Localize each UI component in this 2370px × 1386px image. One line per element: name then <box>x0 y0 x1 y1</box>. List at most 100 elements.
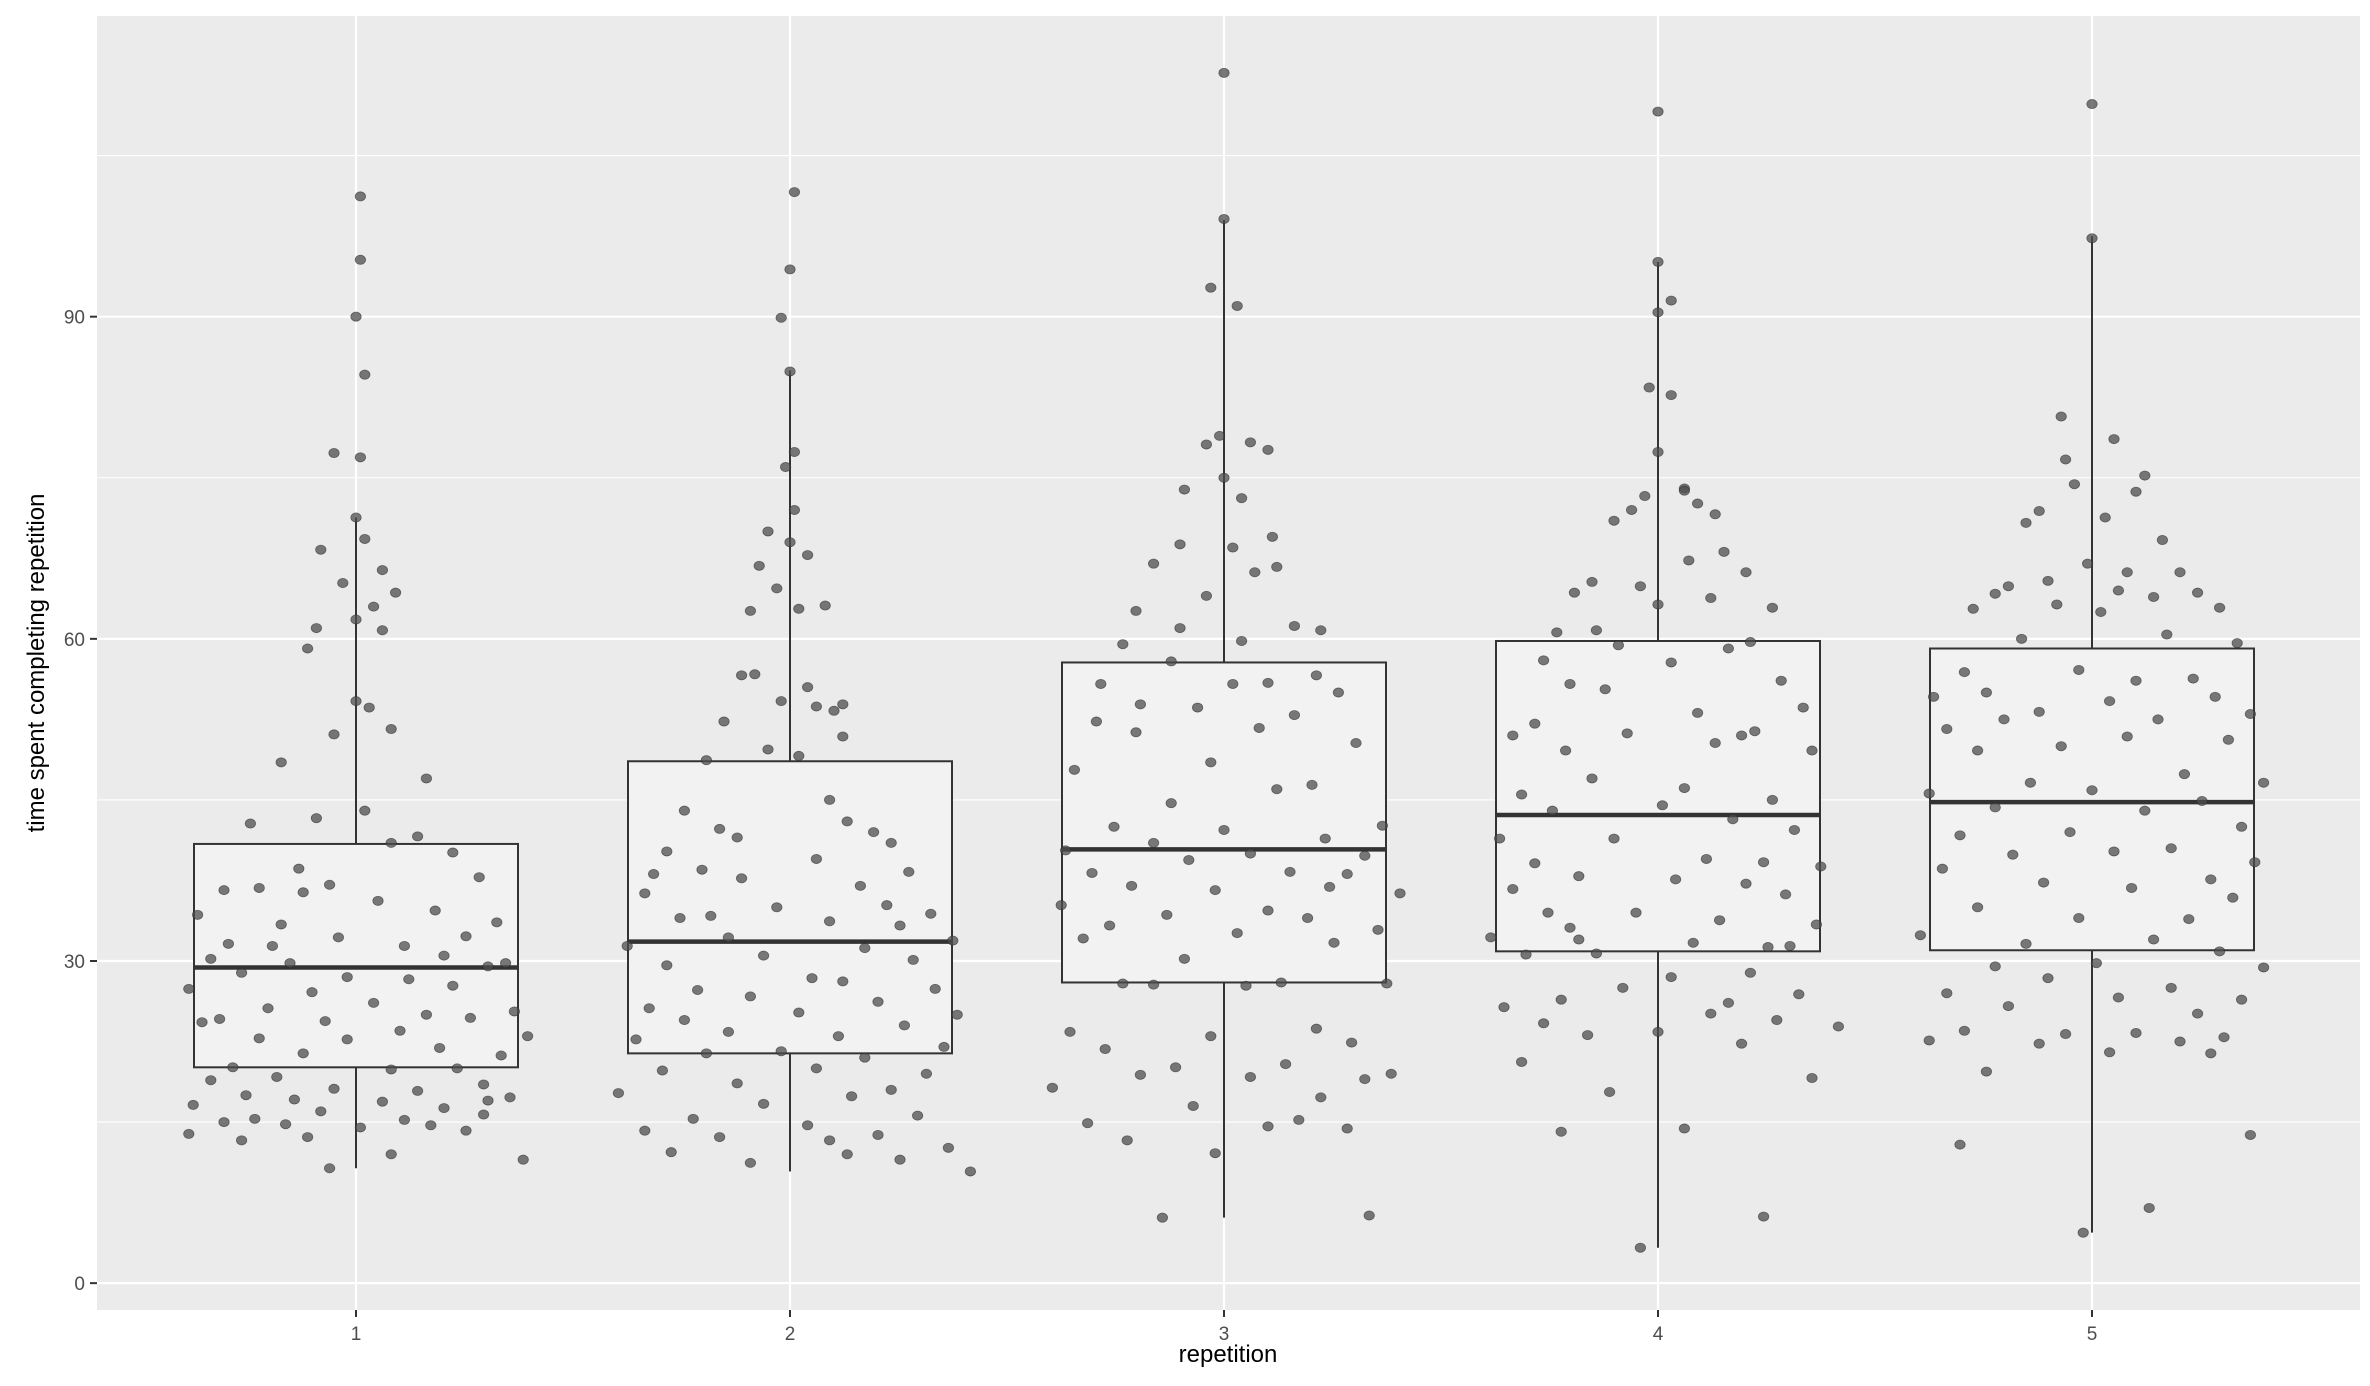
iqr-box <box>627 760 953 1055</box>
box-4 <box>1495 261 1821 1248</box>
data-point <box>841 816 853 827</box>
data-point <box>1165 656 1177 667</box>
data-point <box>2174 567 2186 578</box>
data-point <box>1200 439 1213 450</box>
data-point <box>222 938 234 949</box>
data-point <box>713 823 726 834</box>
data-point <box>903 866 915 877</box>
data-point <box>1608 515 1620 526</box>
data-point <box>372 895 384 906</box>
data-point <box>1262 677 1274 688</box>
data-point <box>2156 535 2168 546</box>
data-point <box>837 699 849 710</box>
data-point <box>249 1113 261 1124</box>
data-point <box>1665 657 1677 668</box>
data-point <box>1319 833 1331 844</box>
data-point <box>2055 411 2067 422</box>
data-point <box>2104 696 2116 707</box>
data-point <box>2222 734 2234 745</box>
data-point <box>332 932 344 943</box>
data-point <box>1187 1100 1199 1111</box>
data-point <box>310 623 322 634</box>
data-point <box>1227 542 1239 553</box>
data-point <box>451 1063 463 1074</box>
data-point <box>359 533 371 544</box>
data-point <box>1315 1092 1327 1103</box>
data-point <box>2020 938 2032 949</box>
data-point <box>2086 233 2098 244</box>
x-axis-title: repetition <box>1179 1341 1278 1368</box>
data-point <box>1284 866 1296 877</box>
data-point <box>477 1109 490 1120</box>
data-point <box>788 187 801 198</box>
data-point <box>1621 728 1633 739</box>
boxes <box>193 220 2255 1248</box>
data-point <box>1249 567 1261 578</box>
data-point <box>2244 1129 2256 1140</box>
data-point <box>1784 940 1796 951</box>
data-point <box>1546 805 1559 816</box>
data-point <box>907 954 919 965</box>
data-point <box>757 950 770 961</box>
data-point <box>376 565 388 576</box>
data-point <box>2086 99 2098 110</box>
data-point <box>350 311 362 322</box>
data-point <box>389 587 402 598</box>
data-point <box>749 669 761 680</box>
data-point <box>630 1034 642 1045</box>
data-point <box>801 682 814 693</box>
data-point <box>678 1015 691 1026</box>
data-point <box>775 312 787 323</box>
data-point <box>1381 978 1393 989</box>
data-point <box>1941 988 1953 999</box>
data-point <box>841 1149 853 1160</box>
data-point <box>1709 738 1721 749</box>
data-point <box>881 900 893 911</box>
data-point <box>2236 821 2248 832</box>
data-point <box>1218 213 1230 224</box>
data-point <box>951 1009 963 1020</box>
data-point <box>482 1095 494 1106</box>
data-point <box>1130 727 1142 738</box>
data-point <box>775 1046 787 1057</box>
data-point <box>2121 731 2133 742</box>
data-point <box>2033 706 2045 717</box>
data-point <box>1665 390 1677 401</box>
data-point <box>2042 973 2054 984</box>
data-point <box>1310 1023 1323 1034</box>
data-point <box>837 731 849 742</box>
data-point <box>262 1003 274 1014</box>
x-tick-label: 2 <box>785 1324 796 1345</box>
data-point <box>1652 599 1664 610</box>
data-point <box>1736 1038 1748 1049</box>
data-point <box>731 832 743 843</box>
data-point <box>1639 491 1651 502</box>
jitter-points <box>183 67 2270 1253</box>
data-point <box>495 1050 507 1061</box>
data-point <box>1604 1087 1616 1098</box>
data-point <box>1121 1135 1133 1146</box>
data-point <box>938 1041 950 1052</box>
data-point <box>354 452 366 463</box>
iqr-box <box>1495 639 1821 953</box>
data-point <box>1231 300 1243 311</box>
data-point <box>1060 845 1072 856</box>
data-point <box>1134 699 1147 710</box>
data-point <box>1700 853 1713 864</box>
points-5 <box>1914 99 2270 1238</box>
data-point <box>1972 902 1984 913</box>
points-3 <box>1046 67 1406 1223</box>
data-point <box>196 1017 208 1028</box>
data-point <box>1218 472 1230 483</box>
data-point <box>2143 1202 2155 1213</box>
data-point <box>1928 691 1940 702</box>
data-point <box>1200 590 1213 601</box>
data-point <box>354 191 366 202</box>
box-3 <box>1061 220 1387 1218</box>
data-point <box>1148 837 1160 848</box>
data-point <box>2020 517 2032 528</box>
data-point <box>2244 709 2256 720</box>
data-point <box>722 932 735 943</box>
data-point <box>2042 575 2054 586</box>
data-point <box>1104 920 1116 931</box>
